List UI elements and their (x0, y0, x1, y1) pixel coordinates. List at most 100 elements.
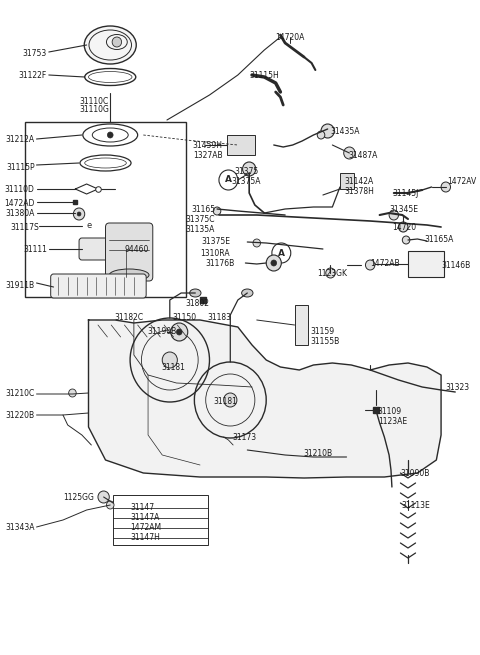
Circle shape (224, 393, 237, 407)
Text: 94460: 94460 (124, 246, 149, 255)
Text: 31110G: 31110G (79, 105, 109, 115)
Circle shape (69, 389, 76, 397)
Circle shape (73, 208, 85, 220)
Bar (113, 495, 208, 545)
Text: 14720A: 14720A (275, 33, 304, 41)
Circle shape (321, 124, 334, 138)
Text: 31115H: 31115H (250, 71, 279, 79)
Text: 1123AE: 1123AE (378, 417, 407, 426)
Bar (227, 135, 255, 155)
Text: 31220B: 31220B (5, 411, 35, 419)
Text: 1472AB: 1472AB (370, 259, 400, 269)
Text: 31110C: 31110C (80, 96, 109, 105)
Circle shape (317, 131, 325, 139)
Text: 31375A: 31375A (232, 178, 261, 187)
Text: 31210C: 31210C (5, 390, 35, 398)
Ellipse shape (109, 269, 149, 281)
Text: 31147H: 31147H (130, 534, 160, 542)
Ellipse shape (84, 26, 136, 64)
Circle shape (108, 132, 113, 138)
Text: 31113E: 31113E (401, 500, 430, 510)
Circle shape (253, 239, 261, 247)
Text: 31159: 31159 (311, 328, 335, 337)
Circle shape (326, 268, 335, 278)
Ellipse shape (190, 289, 201, 297)
Circle shape (112, 37, 121, 47)
Circle shape (77, 212, 81, 216)
Text: 31173: 31173 (232, 434, 256, 443)
Text: 31117S: 31117S (11, 223, 39, 231)
Text: 31155B: 31155B (311, 337, 340, 346)
Text: 1310RA: 1310RA (201, 248, 230, 257)
Text: 31183: 31183 (208, 312, 232, 322)
Text: 31753: 31753 (23, 48, 47, 58)
Text: 31147A: 31147A (130, 514, 159, 523)
Text: 31435A: 31435A (331, 126, 360, 136)
FancyBboxPatch shape (79, 238, 115, 260)
Text: 31375E: 31375E (201, 238, 230, 246)
Circle shape (398, 222, 408, 232)
Bar (25, 122, 186, 297)
Text: A: A (225, 176, 232, 185)
Text: 1472AM: 1472AM (130, 523, 161, 533)
Bar (408, 251, 444, 277)
Bar (295, 305, 308, 345)
Text: 31181: 31181 (214, 398, 238, 407)
Circle shape (107, 501, 114, 509)
Text: 31147: 31147 (130, 504, 154, 512)
Text: 31212A: 31212A (5, 134, 35, 143)
Text: A: A (278, 248, 285, 257)
Circle shape (162, 352, 177, 368)
Text: 31190B: 31190B (147, 328, 177, 337)
Circle shape (389, 210, 398, 220)
Circle shape (266, 255, 281, 271)
Text: 31122F: 31122F (19, 71, 47, 79)
Circle shape (441, 182, 451, 192)
Text: 31165: 31165 (191, 204, 215, 214)
Text: 31378H: 31378H (345, 187, 374, 195)
Text: 31176B: 31176B (206, 259, 235, 269)
Circle shape (402, 236, 410, 244)
Text: 31380A: 31380A (5, 210, 35, 219)
Text: 31345E: 31345E (389, 204, 418, 214)
Circle shape (98, 491, 109, 503)
Text: 1472AV: 1472AV (448, 176, 477, 185)
Text: 31911B: 31911B (5, 280, 35, 290)
Text: 1123GK: 1123GK (317, 269, 348, 278)
FancyBboxPatch shape (51, 274, 146, 298)
Text: 31090B: 31090B (401, 470, 430, 479)
Circle shape (213, 207, 221, 215)
Text: 31145J: 31145J (393, 189, 419, 198)
Text: 31375C: 31375C (186, 214, 215, 223)
Text: 31110D: 31110D (5, 185, 35, 195)
Circle shape (177, 329, 182, 335)
FancyBboxPatch shape (106, 223, 153, 281)
Polygon shape (88, 320, 441, 478)
Text: 31135A: 31135A (186, 225, 215, 233)
Text: 31323: 31323 (446, 383, 470, 392)
Text: 31802: 31802 (185, 299, 209, 307)
Circle shape (344, 147, 355, 159)
Bar (340, 173, 354, 189)
Text: 31181: 31181 (162, 362, 185, 371)
Text: 31375: 31375 (234, 168, 259, 176)
Text: 31109: 31109 (378, 407, 402, 415)
Text: 1472AD: 1472AD (4, 198, 35, 208)
Text: 31343A: 31343A (5, 523, 35, 531)
Text: 31182C: 31182C (114, 312, 144, 322)
Text: 31210B: 31210B (304, 449, 333, 457)
Circle shape (242, 162, 256, 176)
Text: 31150: 31150 (172, 312, 196, 322)
Circle shape (271, 260, 276, 266)
Text: 31459H: 31459H (193, 141, 223, 149)
Text: 14720: 14720 (392, 223, 416, 231)
Text: 1327AB: 1327AB (193, 151, 223, 160)
Text: 31487A: 31487A (348, 151, 378, 160)
Text: 31115P: 31115P (6, 164, 35, 172)
Circle shape (365, 260, 375, 270)
Text: 1125GG: 1125GG (63, 493, 94, 502)
Text: 31146B: 31146B (441, 261, 470, 269)
Text: 31165A: 31165A (424, 234, 454, 244)
Text: 31111: 31111 (23, 246, 47, 255)
Text: e: e (86, 221, 92, 231)
